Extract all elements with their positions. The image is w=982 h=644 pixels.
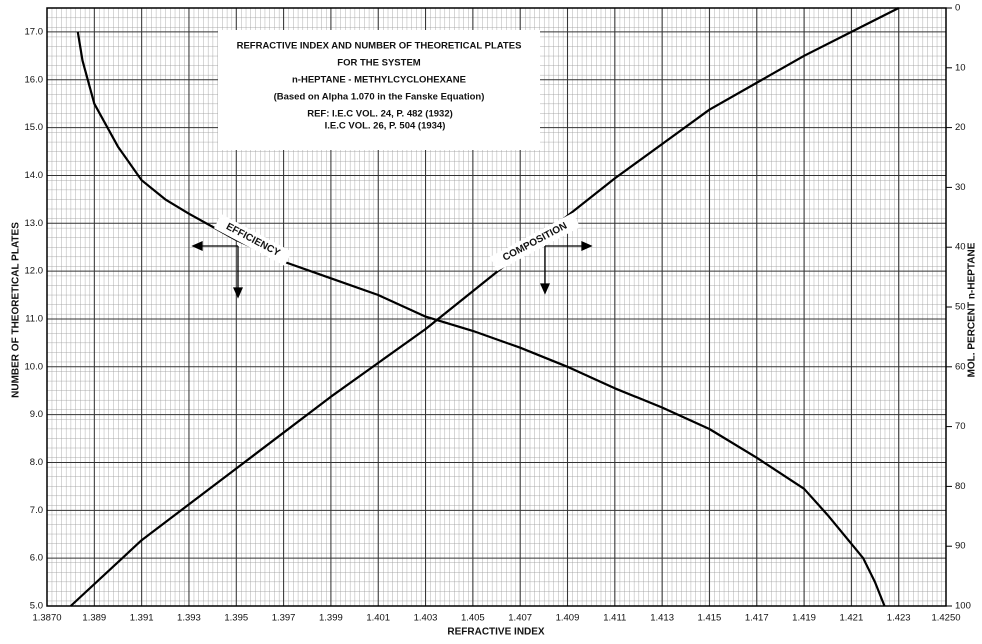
y2-tick-label: 100 <box>955 601 971 612</box>
series-line <box>76 31 886 607</box>
chart-title: I.E.C VOL. 26, P. 504 (1934) <box>325 121 446 132</box>
y-tick-label: 5.0 <box>30 601 43 612</box>
label-box <box>489 212 581 272</box>
y2-tick-label: 10 <box>955 62 966 73</box>
arrows <box>191 240 593 299</box>
y2-tick-label: 80 <box>955 481 966 492</box>
x-tick-label: 1.389 <box>82 613 106 624</box>
y2-axis-label: MOL. PERCENT n-HEPTANE <box>967 242 978 377</box>
y-tick-label: 7.0 <box>30 505 43 516</box>
y-tick-label: 9.0 <box>30 409 43 420</box>
y-tick-label: 11.0 <box>25 313 43 324</box>
y2-tick-label: 0 <box>955 3 960 14</box>
x-tick-label: 1.417 <box>745 613 769 624</box>
y-tick-label: 10.0 <box>25 361 44 372</box>
chart-title: REF: I.E.C VOL. 24, P. 482 (1932) <box>307 109 453 120</box>
y-tick-label: 6.0 <box>30 553 43 564</box>
y2-tick-label: 20 <box>955 122 966 133</box>
y-tick-label: 15.0 <box>25 122 44 133</box>
x-tick-label: 1.3870 <box>32 613 61 624</box>
x-tick-label: 1.4250 <box>931 613 960 624</box>
x-tick-label: 1.415 <box>698 613 722 624</box>
chart-title: n-HEPTANE - METHYLCYCLOHEXANE <box>292 75 466 86</box>
y-tick-label: 13.0 <box>25 218 44 229</box>
y-tick-label: 8.0 <box>30 457 43 468</box>
y2-tick-label: 90 <box>955 541 966 552</box>
chart-title: REFRACTIVE INDEX AND NUMBER OF THEORETIC… <box>237 41 522 52</box>
y2-tick-label: 60 <box>955 361 966 372</box>
y2-tick-label: 50 <box>955 302 966 313</box>
title-box <box>218 30 540 150</box>
x-tick-label: 1.397 <box>272 613 296 624</box>
x-tick-label: 1.409 <box>556 613 580 624</box>
y-tick-label: 17.0 <box>25 26 44 37</box>
y2-tick-label: 30 <box>955 182 966 193</box>
y2-tick-label: 40 <box>955 242 966 253</box>
x-tick-label: 1.393 <box>177 613 201 624</box>
x-tick-label: 1.413 <box>650 613 674 624</box>
x-tick-label: 1.401 <box>366 613 390 624</box>
x-tick-label: 1.399 <box>319 613 343 624</box>
chart-title: FOR THE SYSTEM <box>337 58 420 69</box>
x-tick-label: 1.403 <box>414 613 438 624</box>
y-tick-label: 16.0 <box>25 74 44 85</box>
x-tick-label: 1.423 <box>887 613 911 624</box>
x-tick-label: 1.391 <box>130 613 154 624</box>
y-tick-label: 12.0 <box>25 266 44 277</box>
y-axis-label: NUMBER OF THEORETICAL PLATES <box>11 222 22 398</box>
x-axis-label: REFRACTIVE INDEX <box>447 627 545 638</box>
x-tick-label: 1.405 <box>461 613 485 624</box>
x-tick-label: 1.411 <box>603 613 626 624</box>
x-tick-label: 1.419 <box>792 613 816 624</box>
label-box <box>213 214 293 266</box>
x-tick-label: 1.407 <box>508 613 532 624</box>
x-tick-label: 1.395 <box>224 613 248 624</box>
y-tick-label: 14.0 <box>25 170 44 181</box>
y2-tick-label: 70 <box>955 421 966 432</box>
chart-title: (Based on Alpha 1.070 in the Fanske Equa… <box>274 92 485 103</box>
x-tick-label: 1.421 <box>839 613 863 624</box>
